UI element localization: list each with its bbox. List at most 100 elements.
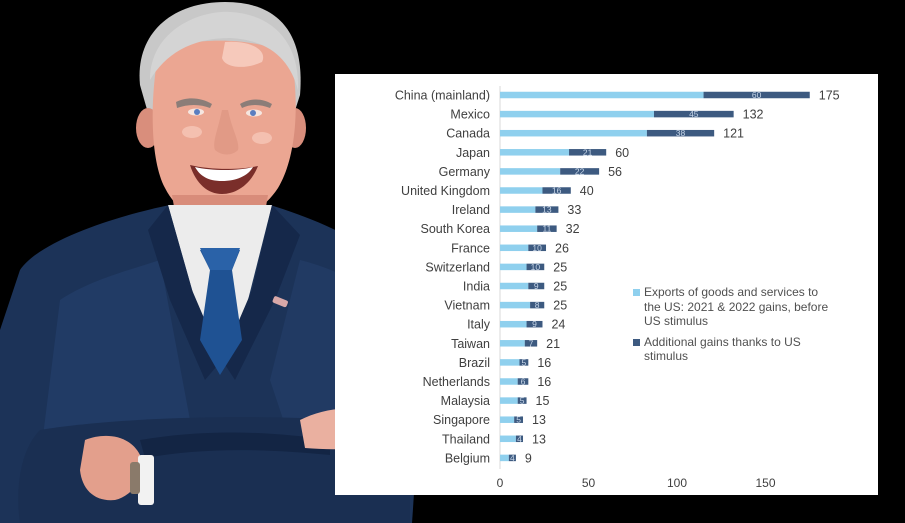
stimulus-value-label: 5: [516, 415, 521, 425]
bar-stimulus: [569, 149, 607, 156]
bar-stimulus: [515, 435, 524, 443]
total-value-label: 121: [723, 127, 744, 141]
legend-item-stimulus: Additional gains thanks to US stimulus: [633, 335, 833, 364]
wristwatch: [130, 462, 140, 494]
bar-baseline: [500, 206, 536, 213]
bar-baseline: [500, 187, 543, 194]
stimulus-value-label: 8: [535, 300, 540, 310]
stimulus-value-label: 10: [531, 262, 541, 272]
category-label: Japan: [456, 146, 490, 160]
right-cheek: [252, 132, 272, 144]
stimulus-value-label: 38: [676, 128, 686, 138]
total-value-label: 13: [532, 432, 546, 446]
bar-baseline: [500, 416, 515, 423]
lapel-pin: [272, 296, 288, 308]
bar-stimulus: [508, 454, 516, 462]
tie-knot: [200, 248, 240, 270]
category-label: Mexico: [450, 108, 490, 122]
stimulus-value-label: 9: [532, 319, 537, 329]
total-value-label: 15: [536, 394, 550, 408]
stimulus-value-label: 4: [510, 453, 515, 463]
left-eyebrow: [176, 98, 212, 108]
bar-baseline: [500, 301, 531, 309]
total-value-label: 56: [608, 165, 622, 179]
bar-baseline: [500, 282, 529, 290]
shirt-cuff: [138, 455, 154, 505]
category-label: Ireland: [452, 203, 490, 217]
total-value-label: 60: [615, 146, 629, 160]
total-value-label: 32: [566, 222, 580, 236]
suit-shadow: [40, 260, 190, 470]
stimulus-value-label: 5: [522, 357, 527, 367]
total-value-label: 16: [537, 375, 551, 389]
bar-baseline: [500, 397, 518, 404]
forehead-highlight: [222, 41, 264, 67]
total-value-label: 175: [819, 89, 840, 103]
right-eyebrow: [240, 99, 272, 108]
stimulus-value-label: 22: [575, 166, 585, 176]
bar-baseline: [500, 168, 561, 175]
tie: [200, 250, 242, 375]
total-value-label: 13: [532, 413, 546, 427]
bar-stimulus: [537, 225, 557, 232]
stimulus-value-label: 9: [534, 281, 539, 291]
total-value-label: 16: [537, 356, 551, 370]
stimulus-value-label: 45: [689, 109, 699, 119]
total-value-label: 25: [553, 280, 567, 294]
total-value-label: 25: [553, 260, 567, 274]
teeth: [195, 167, 253, 181]
legend-label-stimulus: Additional gains thanks to US stimulus: [644, 334, 801, 364]
stimulus-value-label: 60: [752, 90, 762, 100]
bar-stimulus: [530, 301, 545, 309]
bar-baseline: [500, 320, 527, 328]
stimulus-value-label: 11: [542, 224, 551, 234]
bar-baseline: [500, 244, 529, 252]
legend: Exports of goods and services to the US:…: [633, 285, 833, 370]
bar-stimulus: [528, 244, 547, 252]
bar-baseline: [500, 378, 518, 385]
left-cheek: [182, 126, 202, 138]
hair-front: [150, 11, 299, 90]
total-value-label: 9: [525, 451, 532, 465]
bar-baseline: [500, 359, 520, 366]
bar-baseline: [500, 225, 538, 232]
bar-baseline: [500, 340, 525, 347]
stimulus-value-label: 13: [542, 205, 552, 215]
category-label: Canada: [446, 127, 490, 141]
right-lapel: [222, 205, 300, 380]
x-tick-label: 50: [582, 476, 596, 490]
bar-stimulus: [560, 168, 600, 175]
category-label: Thailand: [442, 432, 490, 446]
category-label: Italy: [467, 318, 491, 332]
category-label: United Kingdom: [401, 184, 490, 198]
total-value-label: 40: [580, 184, 594, 198]
bar-stimulus: [517, 397, 527, 404]
bar-stimulus: [526, 320, 543, 328]
stimulus-value-label: 6: [521, 377, 526, 387]
total-value-label: 25: [553, 299, 567, 313]
bar-stimulus: [646, 129, 715, 137]
category-label: Germany: [439, 165, 491, 179]
category-label: South Korea: [421, 222, 491, 236]
chart-panel: China (mainland) 60 175 Mexico 45 132 Canada 38…: [335, 74, 878, 495]
stimulus-value-label: 7: [529, 338, 534, 348]
total-value-label: 132: [743, 108, 764, 122]
x-tick-label: 0: [497, 476, 504, 490]
category-label: China (mainland): [395, 89, 490, 103]
stimulus-value-label: 5: [520, 396, 525, 406]
category-label: Malaysia: [441, 394, 490, 408]
bar-baseline: [500, 454, 509, 462]
right-iris: [250, 110, 256, 116]
arm-fold: [140, 432, 330, 458]
bar-baseline: [500, 110, 654, 118]
category-label: Vietnam: [444, 299, 490, 313]
bar-baseline: [500, 263, 527, 271]
x-tick-label: 100: [667, 476, 687, 490]
bar-stimulus: [517, 378, 529, 385]
bar-baseline: [500, 129, 647, 137]
category-label: Brazil: [459, 356, 490, 370]
bar-stimulus: [703, 91, 810, 99]
stimulus-value-label: 10: [532, 243, 542, 253]
stimulus-value-label: 21: [583, 147, 593, 157]
category-label: Belgium: [445, 451, 490, 465]
